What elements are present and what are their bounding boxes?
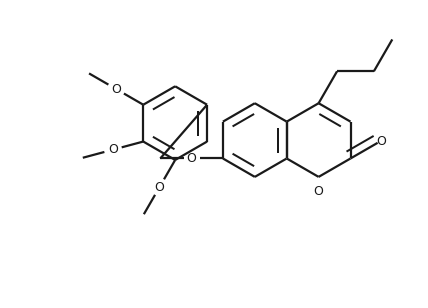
Text: O: O bbox=[155, 180, 164, 194]
Text: O: O bbox=[376, 135, 386, 148]
Text: O: O bbox=[111, 83, 121, 95]
Text: O: O bbox=[187, 152, 196, 165]
Text: O: O bbox=[108, 143, 118, 156]
Text: O: O bbox=[314, 185, 324, 198]
